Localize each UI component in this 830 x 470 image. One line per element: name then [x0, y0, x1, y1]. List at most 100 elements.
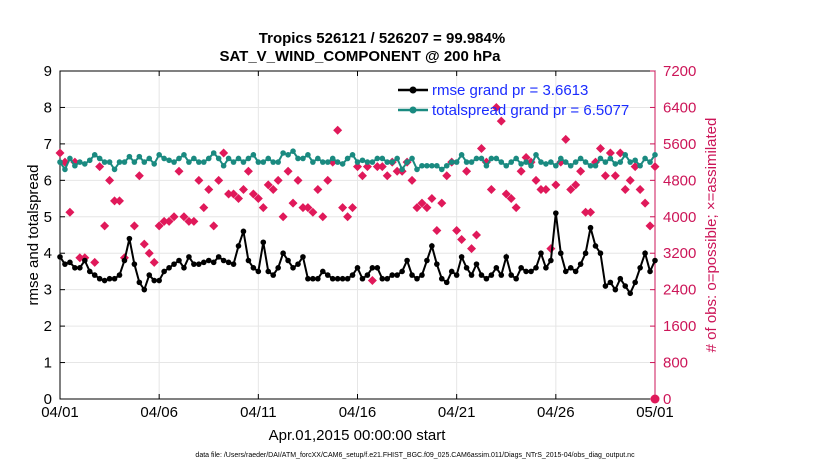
obs-assimilated-point: [204, 184, 214, 194]
y2-tick-label: 0: [663, 391, 671, 408]
totalspread-point: [463, 159, 470, 165]
y-tick-label: 1: [44, 355, 52, 372]
obs-assimilated-point: [55, 148, 65, 158]
totalspread-point: [448, 159, 455, 165]
rmse-point: [344, 275, 351, 282]
y-tick-label: 7: [44, 136, 52, 153]
totalspread-point: [468, 159, 475, 165]
obs-assimilated-point: [566, 184, 576, 194]
obs-assimilated-point: [224, 189, 234, 199]
rmse-point: [463, 265, 470, 271]
obs-assimilated-point: [110, 196, 120, 206]
rmse-point: [305, 275, 311, 282]
totalspread-point: [587, 162, 594, 169]
totalspread-series: [57, 148, 658, 173]
totalspread-point: [57, 159, 63, 165]
totalspread-point: [607, 155, 614, 162]
rmse-point: [196, 261, 202, 267]
obs-assimilated-point: [491, 102, 501, 112]
totalspread-point: [329, 155, 336, 162]
rmse-point: [647, 268, 653, 275]
rmse-point: [210, 259, 217, 266]
totalspread-point: [419, 162, 425, 169]
totalspread-point: [612, 161, 619, 167]
totalspread-point: [156, 152, 162, 158]
totalspread-point: [191, 155, 197, 162]
obs-assimilated-point: [338, 203, 348, 213]
obs-assimilated-point: [283, 166, 293, 176]
rmse-point: [562, 268, 569, 275]
rmse-point: [419, 272, 425, 278]
obs-assimilated-point: [263, 180, 273, 190]
rmse-point: [622, 283, 629, 289]
rmse-point: [116, 272, 123, 278]
legend: rmse grand pr = 3.6613 totalspread grand…: [398, 82, 629, 119]
obs-assimilated-point: [184, 216, 194, 226]
rmse-point: [503, 254, 510, 260]
totalspread-point: [458, 152, 465, 158]
legend-spread-marker: [409, 106, 417, 114]
y2-axis-label: # of obs: o=possible; ×=assimilated: [703, 118, 720, 353]
totalspread-point: [67, 155, 73, 162]
totalspread-point: [295, 155, 301, 162]
totalspread-point: [91, 152, 98, 158]
rmse-point: [245, 257, 252, 264]
rmse-point: [632, 279, 638, 286]
obs-assimilated-point: [189, 216, 199, 226]
totalspread-point: [384, 159, 391, 165]
totalspread-point: [483, 162, 490, 169]
obs-assimilated-point: [308, 207, 318, 217]
rmse-point: [369, 265, 376, 271]
totalspread-point: [503, 162, 510, 169]
obs-assimilated-point: [90, 257, 100, 267]
obs-assimilated-point: [199, 203, 209, 213]
rmse-point: [518, 265, 524, 271]
obs-assimilated-point: [273, 175, 283, 185]
rmse-point: [448, 268, 455, 275]
legend-rmse-label: rmse grand pr = 3.6613: [432, 82, 588, 99]
rmse-point: [225, 259, 232, 266]
obs-assimilated-point: [278, 212, 288, 222]
totalspread-point: [300, 155, 306, 162]
x-tick-label: 04/06: [140, 404, 178, 421]
totalspread-point: [220, 162, 227, 169]
obs-assimilated-point: [159, 216, 169, 226]
obs-assimilated-point: [219, 148, 229, 158]
rmse-point: [290, 265, 296, 271]
obs-assimilated-point: [105, 175, 115, 185]
y-tick-label: 6: [44, 172, 52, 189]
rmse-point: [587, 224, 594, 231]
rmse-point: [617, 275, 624, 282]
y2-tick-label: 3200: [663, 245, 696, 262]
obs-assimilated-point: [348, 203, 358, 213]
totalspread-point: [617, 159, 624, 165]
rmse-point: [230, 261, 237, 267]
rmse-point: [553, 210, 559, 216]
totalspread-point: [493, 155, 500, 162]
rmse-point: [295, 261, 301, 267]
totalspread-point: [582, 159, 589, 165]
obs-assimilated-point: [476, 143, 486, 153]
rmse-point: [250, 265, 257, 271]
rmse-point: [81, 257, 88, 264]
rmse-point: [414, 275, 420, 282]
obs-assimilated-point: [437, 198, 447, 208]
rmse-point: [409, 272, 415, 278]
rmse-point: [260, 239, 267, 246]
obs-assimilated-point: [179, 212, 189, 222]
obs-assimilated-point: [531, 175, 541, 185]
totalspread-point: [62, 166, 68, 173]
y2-ticks: 0 800 1600 2400 3200 4000 4800 5600 6400 7200: [650, 63, 696, 408]
obs-assimilated-point: [650, 162, 660, 172]
obs-assimilated-point: [303, 203, 313, 213]
totalspread-point: [652, 152, 658, 158]
rmse-point: [538, 250, 544, 257]
rmse-point: [205, 257, 212, 264]
rmse-point: [404, 257, 410, 264]
y2-tick-label: 2400: [663, 282, 696, 299]
rmse-point: [508, 272, 515, 278]
rmse-point: [572, 268, 579, 275]
totalspread-point: [141, 159, 148, 165]
obs-assimilated-point: [288, 198, 298, 208]
totalspread-point: [230, 159, 237, 165]
